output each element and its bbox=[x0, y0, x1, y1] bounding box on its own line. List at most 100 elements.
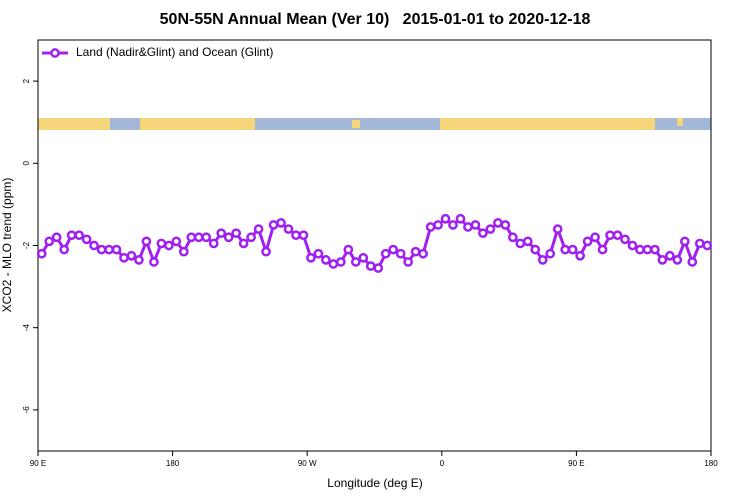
data-point bbox=[141, 236, 152, 247]
x-tick-label: 180 bbox=[704, 459, 718, 468]
data-point bbox=[328, 259, 339, 269]
data-point bbox=[380, 248, 391, 259]
data-point bbox=[268, 220, 279, 230]
data-point bbox=[253, 224, 264, 234]
data-point bbox=[186, 232, 197, 243]
data-point bbox=[650, 244, 660, 255]
data-point bbox=[156, 238, 167, 249]
data-point bbox=[552, 224, 563, 234]
data-point bbox=[530, 244, 541, 255]
legend-label: Land (Nadir&Glint) and Ocean (Glint) bbox=[76, 45, 273, 59]
data-point bbox=[350, 257, 361, 267]
data-point bbox=[111, 244, 122, 255]
data-point bbox=[388, 244, 399, 255]
data-point bbox=[485, 224, 496, 234]
x-tick-label: 90 W bbox=[298, 459, 317, 468]
data-point bbox=[276, 218, 286, 228]
data-point bbox=[246, 232, 256, 243]
land-band bbox=[440, 118, 655, 130]
data-point bbox=[627, 240, 638, 251]
data-point bbox=[612, 230, 623, 241]
data-point bbox=[201, 232, 212, 243]
data-point bbox=[410, 246, 421, 257]
data-point bbox=[582, 236, 593, 247]
x-axis-label: Longitude (deg E) bbox=[327, 476, 422, 490]
data-point bbox=[336, 257, 346, 267]
data-point bbox=[321, 255, 331, 265]
data-point bbox=[545, 248, 556, 259]
y-tick-label: 0 bbox=[22, 161, 31, 166]
data-point bbox=[448, 220, 458, 230]
data-point bbox=[81, 234, 92, 245]
data-point bbox=[223, 232, 234, 243]
data-point bbox=[537, 255, 548, 265]
land-band bbox=[38, 118, 110, 130]
data-point bbox=[373, 263, 384, 273]
data-point bbox=[59, 244, 70, 255]
data-point bbox=[231, 228, 242, 239]
data-point bbox=[66, 230, 77, 241]
data-point bbox=[478, 228, 488, 239]
data-point bbox=[134, 255, 144, 265]
data-point bbox=[470, 220, 481, 230]
data-point bbox=[343, 244, 354, 255]
data-point bbox=[522, 236, 533, 247]
data-point bbox=[44, 236, 55, 247]
data-point bbox=[672, 255, 683, 265]
data-point bbox=[365, 261, 376, 271]
plot-frame bbox=[37, 39, 712, 452]
data-point bbox=[178, 246, 189, 257]
data-point bbox=[507, 232, 518, 243]
data-point bbox=[298, 230, 309, 241]
data-point bbox=[164, 240, 174, 251]
data-point bbox=[126, 250, 137, 261]
data-point bbox=[440, 213, 451, 224]
data-point bbox=[590, 232, 600, 243]
land-band bbox=[140, 118, 255, 130]
land-ocean-strip bbox=[38, 118, 711, 130]
legend-marker bbox=[50, 48, 60, 58]
data-point bbox=[515, 238, 526, 249]
data-point bbox=[89, 240, 99, 251]
data-point bbox=[96, 244, 107, 255]
y-axis-label: XCO2 - MLO trend (ppm) bbox=[0, 178, 14, 313]
data-point bbox=[425, 222, 436, 232]
chart-title: 50N-55N Annual Mean (Ver 10) 2015-01-01 … bbox=[160, 11, 591, 28]
data-point bbox=[193, 232, 204, 243]
data-point bbox=[702, 240, 713, 251]
data-point bbox=[493, 218, 503, 228]
y-tick-label: -2 bbox=[22, 241, 31, 249]
data-point bbox=[291, 230, 301, 241]
data-point bbox=[642, 244, 653, 255]
data-point bbox=[560, 244, 571, 255]
data-point bbox=[149, 257, 159, 267]
data-point bbox=[597, 244, 608, 255]
land-band bbox=[352, 120, 360, 128]
data-point bbox=[171, 236, 182, 247]
data-point bbox=[216, 228, 227, 239]
data-point bbox=[500, 220, 511, 230]
data-point bbox=[104, 244, 114, 255]
data-point bbox=[36, 248, 47, 259]
x-tick-label: 90 E bbox=[568, 459, 584, 468]
data-point bbox=[403, 257, 413, 267]
data-point bbox=[635, 244, 645, 255]
data-point bbox=[463, 222, 473, 232]
data-point bbox=[694, 238, 705, 249]
data-point bbox=[51, 232, 62, 243]
data-point bbox=[567, 244, 578, 255]
land-band bbox=[677, 118, 683, 126]
data-point bbox=[238, 238, 249, 249]
data-point bbox=[283, 224, 294, 234]
data-point bbox=[433, 220, 443, 230]
x-tick-label: 90 E bbox=[30, 459, 46, 468]
data-point bbox=[208, 238, 219, 249]
data-point bbox=[418, 248, 428, 259]
data-point bbox=[575, 250, 585, 261]
y-tick-label: -6 bbox=[22, 406, 31, 414]
data-point bbox=[261, 246, 271, 257]
y-tick-label: -4 bbox=[22, 324, 31, 332]
data-point bbox=[313, 248, 324, 259]
data-point bbox=[358, 252, 369, 263]
